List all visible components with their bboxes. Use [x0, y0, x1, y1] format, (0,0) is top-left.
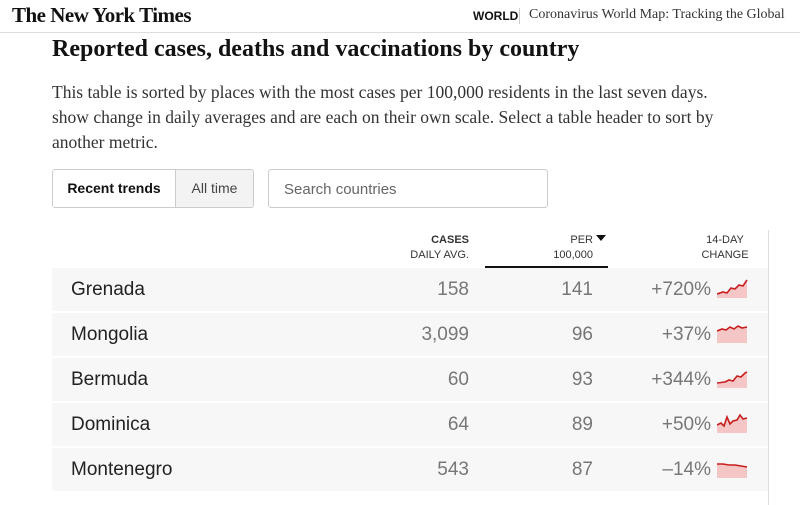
- table-body: Grenada 158 141 +720% Mongolia 3,099 96 +37% Ber…: [52, 268, 768, 505]
- sparkline-line: [717, 413, 748, 428]
- sparkline: [717, 413, 748, 433]
- logo[interactable]: The New York Times: [12, 3, 192, 27]
- per-100k-cell: 96: [571, 324, 593, 345]
- sparkline-area: [717, 464, 747, 478]
- change-cell: +50%: [661, 414, 711, 435]
- separator: [519, 8, 520, 24]
- tab-active[interactable]: Recent trends: [53, 170, 176, 207]
- sparkline-line: [717, 325, 748, 332]
- cases-cell: 543: [437, 459, 469, 480]
- per-100k-cell: 87: [571, 459, 593, 480]
- sparkline-line: [717, 371, 748, 384]
- divider: [768, 230, 769, 505]
- sparkline-line: [717, 463, 748, 468]
- table-row: Mongolia 3,099 96 +37%: [52, 313, 768, 356]
- search-placeholder: Search countries: [284, 181, 397, 198]
- table-row: Grenada 158 141 +720%: [52, 268, 768, 311]
- column-subheader: 100,000: [553, 249, 593, 261]
- sparkline: [717, 463, 748, 478]
- headline[interactable]: Coronavirus World Map: Tracking the Glob…: [529, 7, 785, 22]
- sort-arrow: [596, 235, 606, 241]
- sparkline: [717, 325, 748, 343]
- table-row: Dominica 64 89 +50%: [52, 403, 768, 446]
- change-cell: +720%: [651, 279, 711, 300]
- description: This table is sorted by places with the …: [52, 82, 708, 102]
- per-100k-cell: 89: [571, 414, 593, 435]
- sparkline-area: [717, 415, 747, 433]
- country: Mongolia: [71, 324, 149, 345]
- cases-cell: 60: [447, 369, 469, 390]
- table-row: Montenegro 543 87 –14%: [52, 448, 768, 491]
- title: Reported cases, deaths and vaccinations …: [52, 36, 580, 62]
- description: show change in daily averages and are ea…: [52, 107, 714, 127]
- cases-cell: 3,099: [421, 324, 469, 345]
- cases-cell: 158: [437, 279, 469, 300]
- column-header[interactable]: PER: [570, 234, 593, 246]
- column-header[interactable]: CASES: [431, 234, 469, 246]
- column-subheader: DAILY AVG.: [410, 249, 469, 261]
- sparkline: [717, 279, 748, 298]
- change-cell: +344%: [651, 369, 711, 390]
- country: Montenegro: [71, 459, 173, 480]
- divider: [0, 32, 800, 33]
- search-box[interactable]: Search countries: [268, 169, 548, 208]
- change-cell: +37%: [661, 324, 711, 345]
- column-subheader: CHANGE: [701, 249, 749, 261]
- description: another metric.: [52, 132, 158, 152]
- cases-cell: 64: [447, 414, 469, 435]
- per-100k-cell: 93: [571, 369, 593, 390]
- sparkline-line: [717, 279, 748, 295]
- column-header[interactable]: 14-DAY: [706, 234, 744, 246]
- country: Dominica: [71, 414, 151, 435]
- section-label[interactable]: WORLD: [473, 9, 519, 23]
- tab-group: Recent trends All time: [52, 169, 254, 208]
- sparkline: [717, 371, 748, 388]
- table-row: Bermuda 60 93 +344%: [52, 358, 768, 401]
- country: Bermuda: [71, 369, 149, 390]
- tab[interactable]: All time: [176, 170, 253, 207]
- sort-underline: [485, 266, 608, 268]
- sparkline-area: [717, 372, 747, 388]
- country: Grenada: [71, 279, 145, 300]
- per-100k-cell: 141: [561, 279, 593, 300]
- change-cell: –14%: [662, 459, 711, 480]
